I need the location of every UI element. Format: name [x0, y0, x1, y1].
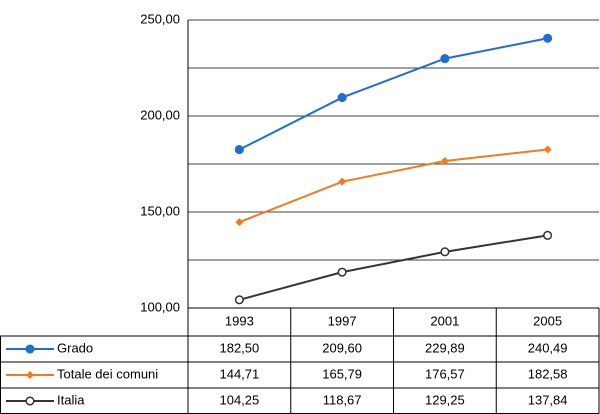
legend-label: Grado: [57, 340, 93, 355]
table-cell: 229,89: [425, 340, 465, 355]
legend-label: Italia: [57, 392, 85, 407]
x-tick-label: 1997: [328, 313, 357, 328]
legend-label: Totale dei comuni: [57, 366, 158, 381]
marker: [337, 267, 347, 277]
table-cell: 118,67: [323, 392, 362, 407]
marker: [543, 145, 552, 154]
marker: [440, 247, 450, 257]
table-cell: 182,58: [528, 366, 568, 381]
table-cell: 176,57: [425, 366, 465, 381]
marker: [543, 33, 553, 43]
marker: [234, 295, 244, 305]
table-cell: 137,84: [528, 392, 568, 407]
y-tick-label: 100,00: [140, 299, 180, 314]
y-tick-label: 250,00: [140, 11, 180, 26]
table-cell: 144,71: [219, 366, 259, 381]
marker: [338, 177, 347, 186]
table-cell: 129,25: [425, 392, 465, 407]
x-tick-label: 1993: [225, 313, 254, 328]
y-tick-label: 150,00: [140, 203, 180, 218]
marker: [543, 230, 553, 240]
legend-marker: [25, 344, 35, 354]
series-line: [239, 148, 548, 224]
table-cell: 165,79: [322, 366, 362, 381]
legend-marker: [25, 396, 35, 406]
y-tick-label: 200,00: [140, 107, 180, 122]
table-cell: 209,60: [322, 340, 362, 355]
x-tick-label: 2001: [430, 313, 459, 328]
marker: [235, 218, 244, 227]
x-tick-label: 2005: [533, 313, 562, 328]
legend-marker: [26, 371, 34, 379]
table-cell: 104,25: [219, 392, 259, 407]
series-line: [239, 234, 548, 301]
marker: [440, 54, 450, 64]
marker: [440, 156, 449, 165]
marker: [337, 93, 347, 103]
series-line: [238, 37, 548, 151]
table-cell: 240,49: [528, 340, 568, 355]
marker: [234, 145, 244, 155]
table-cell: 182,50: [219, 340, 259, 355]
